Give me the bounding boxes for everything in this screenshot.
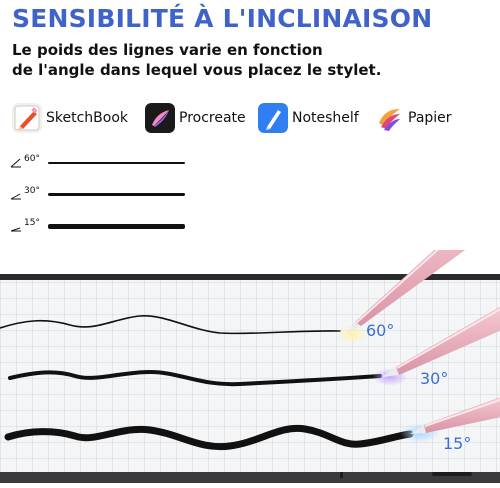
app-label: SketchBook	[46, 110, 129, 126]
stroke-30	[8, 369, 382, 387]
stroke-sample-thick	[48, 224, 185, 229]
page-title: SENSIBILITÉ À L'INCLINAISON	[12, 4, 433, 33]
sketchbook-icon	[12, 103, 42, 133]
tablet-drawing	[0, 190, 500, 488]
angle-label: 30°	[24, 186, 40, 196]
stroke-sample-thin	[48, 162, 185, 164]
tablet-illustration: 60° 30° 15°	[0, 190, 500, 488]
stroke-15	[4, 424, 414, 451]
angle-icon	[10, 227, 21, 232]
app-sketchbook: SketchBook	[12, 100, 128, 136]
angle-icon	[10, 193, 21, 200]
angle-row-60: 60°	[10, 152, 185, 172]
angle-label: 60°	[24, 154, 40, 164]
noteshelf-icon	[258, 103, 288, 133]
stroke-60	[0, 315, 341, 335]
app-noteshelf: Noteshelf	[258, 100, 359, 136]
app-label: Procreate	[179, 110, 246, 126]
angle-label: 15°	[24, 218, 40, 228]
angle-row-15: 15°	[10, 216, 185, 236]
app-label: Papier	[408, 110, 452, 126]
angle-legend: 60° 30° 15°	[10, 150, 190, 235]
angle-label-30: 30°	[420, 369, 449, 388]
subtitle-line-1: Le poids des lignes varie en fonction	[12, 41, 323, 59]
procreate-icon	[145, 103, 175, 133]
page-subtitle: Le poids des lignes varie en fonction de…	[12, 40, 492, 80]
stylus-15	[410, 397, 500, 434]
papier-icon	[374, 103, 404, 133]
subtitle-line-2: de l'angle dans lequel vous placez le st…	[12, 61, 382, 79]
app-label: Noteshelf	[292, 110, 359, 126]
angle-label-15: 15°	[443, 434, 472, 453]
angle-row-30: 30°	[10, 184, 185, 204]
compatible-apps: SketchBook Procreate Noteshelf	[12, 100, 492, 136]
angle-icon	[10, 158, 21, 168]
app-procreate: Procreate	[145, 100, 246, 136]
angle-label-60: 60°	[366, 321, 395, 340]
app-papier: Papier	[374, 100, 452, 136]
stylus-30	[382, 306, 500, 377]
stroke-sample-medium	[48, 193, 185, 196]
